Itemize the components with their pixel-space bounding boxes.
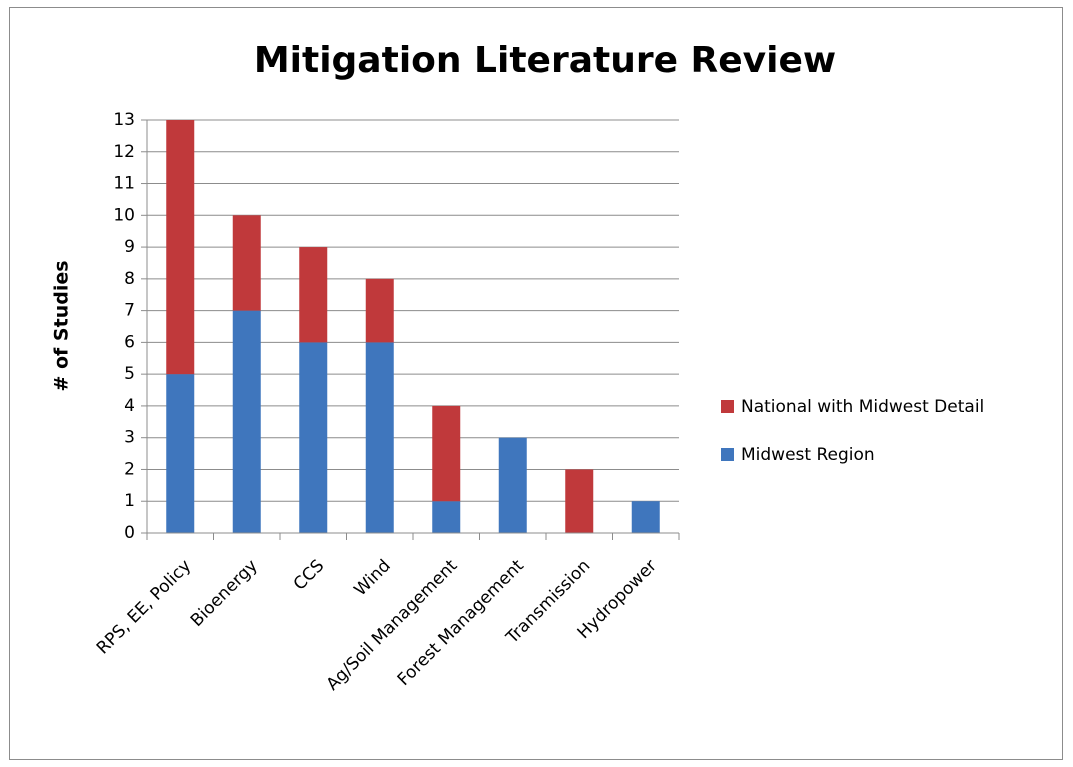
y-tick-label: 10 xyxy=(113,205,135,225)
y-tick-label: 7 xyxy=(124,301,135,321)
bar-segment xyxy=(432,501,461,533)
y-axis-label: # of Studies xyxy=(51,260,73,391)
legend-swatch xyxy=(721,448,734,461)
y-tick-label: 3 xyxy=(124,428,135,448)
bar-segment xyxy=(299,247,328,343)
chart-title: Mitigation Literature Review xyxy=(254,40,836,81)
y-tick-label: 1 xyxy=(124,491,135,511)
bar-segment xyxy=(166,120,195,375)
y-tick-label: 0 xyxy=(124,523,135,543)
bar-segment xyxy=(365,342,394,533)
y-tick-label: 2 xyxy=(124,459,135,479)
bar-segment xyxy=(498,437,527,533)
y-tick-label: 12 xyxy=(113,142,135,162)
y-tick-label: 13 xyxy=(113,110,135,130)
bar-segment xyxy=(365,278,394,343)
legend-label: National with Midwest Detail xyxy=(741,397,984,417)
y-tick-label: 9 xyxy=(124,237,135,257)
bar-segment xyxy=(631,501,660,533)
bar-segment xyxy=(565,469,594,533)
bar-segment xyxy=(232,215,261,311)
bar-segment xyxy=(299,342,328,533)
y-tick-label: 11 xyxy=(113,174,135,194)
bar-segment xyxy=(232,310,261,533)
y-tick-label: 4 xyxy=(124,396,135,416)
y-tick-label: 8 xyxy=(124,269,135,289)
bar-segment xyxy=(166,374,195,533)
bar-segment xyxy=(432,405,461,502)
legend-label: Midwest Region xyxy=(741,445,875,465)
legend-swatch xyxy=(721,400,734,413)
y-tick-label: 6 xyxy=(124,332,135,352)
y-tick-label: 5 xyxy=(124,364,135,384)
